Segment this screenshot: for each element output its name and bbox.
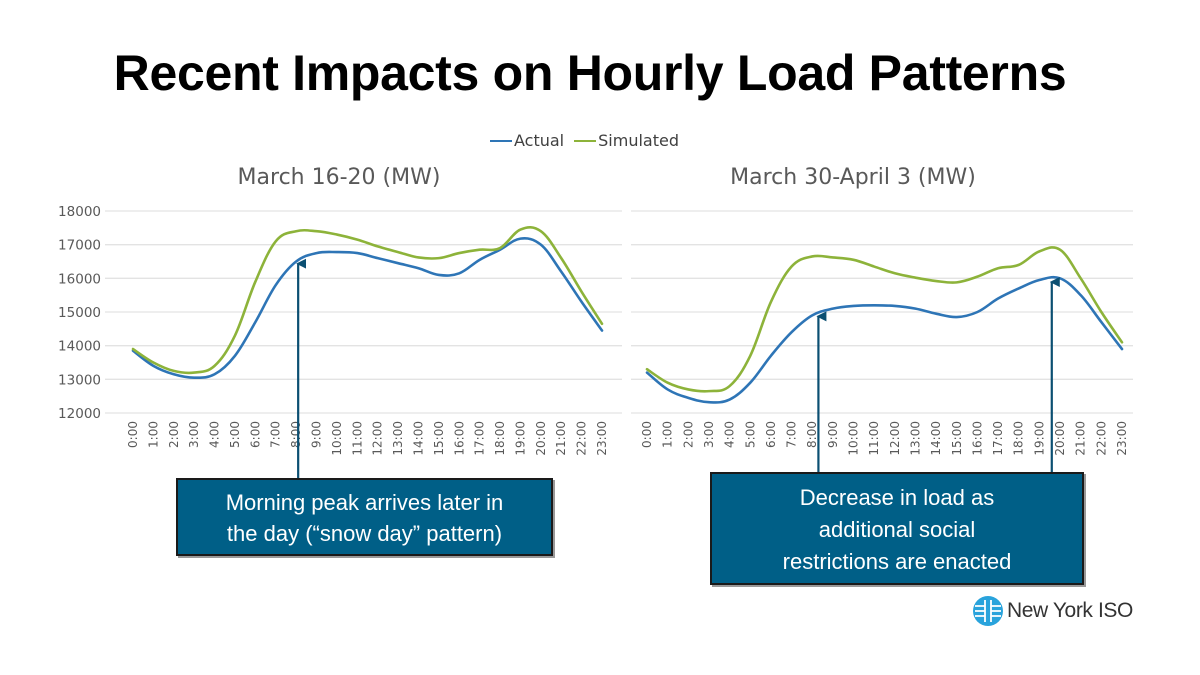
x-tick-label: 16:00 xyxy=(970,421,984,456)
x-tick-label: 0:00 xyxy=(640,421,654,448)
legend-swatch-simulated xyxy=(574,139,597,142)
x-tick-label: 19:00 xyxy=(1032,421,1046,456)
x-tick-label: 7:00 xyxy=(785,421,799,448)
x-tick-label: 23:00 xyxy=(595,421,609,456)
gridlines xyxy=(105,210,622,414)
x-tick-label: 18:00 xyxy=(493,421,507,456)
chart-title: March 16-20 (MW) xyxy=(238,165,441,190)
x-tick-label: 22:00 xyxy=(575,421,589,456)
callout-line: additional social xyxy=(818,517,976,542)
x-tick-label: 17:00 xyxy=(473,421,487,456)
legend-item-simulated: Simulated xyxy=(574,131,679,150)
x-tick-label: 4:00 xyxy=(723,421,737,448)
x-tick-label: 18:00 xyxy=(1012,421,1026,456)
x-tick-label: 16:00 xyxy=(452,421,466,456)
legend-label-simulated: Simulated xyxy=(598,131,679,150)
series-lines xyxy=(131,225,604,379)
callout-line: Decrease in load as xyxy=(799,485,995,510)
x-tick-label: 19:00 xyxy=(513,421,527,456)
callout-line: restrictions are enacted xyxy=(782,549,1012,574)
legend-swatch-actual xyxy=(490,139,512,142)
chart-title: March 30-April 3 (MW) xyxy=(730,165,976,190)
x-tick-label: 5:00 xyxy=(228,421,242,448)
x-tick-label: 13:00 xyxy=(908,421,922,456)
x-tick-label: 14:00 xyxy=(411,421,425,456)
x-tick-label: 8:00 xyxy=(805,421,819,448)
x-tick-label: 11:00 xyxy=(350,421,364,456)
x-tick-label: 10:00 xyxy=(847,421,861,456)
x-tick-label: 12:00 xyxy=(888,421,902,456)
x-tick-label: 20:00 xyxy=(1053,421,1067,456)
x-tick-label: 8:00 xyxy=(289,421,303,448)
callout-arrows xyxy=(296,258,1060,478)
x-tick-label: 3:00 xyxy=(187,421,201,448)
y-tick-label: 13000 xyxy=(58,372,101,388)
x-tick-label: 2:00 xyxy=(167,421,181,448)
series-lines xyxy=(645,246,1124,404)
y-tick-label: 12000 xyxy=(58,406,101,422)
x-tick-label: 15:00 xyxy=(950,421,964,456)
x-tick-label: 6:00 xyxy=(764,421,778,448)
y-tick-label: 15000 xyxy=(58,305,101,321)
callout-snow-day-pattern: Morning peak arrives later in the day (“… xyxy=(176,478,553,556)
y-tick-label: 17000 xyxy=(58,238,101,254)
x-tick-label: 15:00 xyxy=(432,421,446,456)
gridlines xyxy=(631,210,1133,414)
x-tick-label: 9:00 xyxy=(310,421,324,448)
chart-march-30-april-3: March 30-April 3 (MW) 0:00 1:00 2:00 3:00 4:… xyxy=(631,165,1133,456)
x-tick-label: 20:00 xyxy=(534,421,548,456)
y-tick-label: 18000 xyxy=(58,204,101,220)
x-tick-label: 1:00 xyxy=(661,421,675,448)
x-tick-label: 2:00 xyxy=(681,421,695,448)
x-tick-label: 21:00 xyxy=(554,421,568,456)
chart-march-16-20: March 16-20 (MW) 18000 17000 16000 15000 140… xyxy=(58,165,622,456)
x-tick-labels: 0:00 1:00 2:00 3:00 4:00 5:00 6:00 7:00 8:00 9:00… xyxy=(640,421,1129,456)
x-tick-label: 21:00 xyxy=(1074,421,1088,456)
x-tick-label: 9:00 xyxy=(826,421,840,448)
x-tick-label: 3:00 xyxy=(702,421,716,448)
series-line-actual xyxy=(645,275,1124,404)
nyiso-globe-icon xyxy=(973,596,1003,626)
x-tick-label: 4:00 xyxy=(208,421,222,448)
legend-label-actual: Actual xyxy=(514,131,565,150)
x-tick-label: 14:00 xyxy=(929,421,943,456)
x-tick-label: 7:00 xyxy=(269,421,283,448)
x-tick-label: 6:00 xyxy=(248,421,262,448)
x-tick-label: 23:00 xyxy=(1115,421,1129,456)
logo-text: New York ISO xyxy=(1007,599,1133,622)
x-tick-label: 1:00 xyxy=(146,421,160,448)
x-tick-label: 0:00 xyxy=(126,421,140,448)
x-tick-label: 5:00 xyxy=(743,421,757,448)
y-tick-label: 16000 xyxy=(58,271,101,287)
nyiso-logo: New York ISO xyxy=(972,595,1133,627)
series-line-simulated xyxy=(645,246,1124,393)
x-tick-label: 22:00 xyxy=(1094,421,1108,456)
x-tick-labels: 0:00 1:00 2:00 3:00 4:00 5:00 6:00 7:00 8:00 9:00… xyxy=(126,421,609,456)
x-tick-label: 11:00 xyxy=(867,421,881,456)
y-tick-label: 14000 xyxy=(58,339,101,355)
callout-line: the day (“snow day” pattern) xyxy=(226,521,503,546)
callout-line: Morning peak arrives later in xyxy=(225,490,504,515)
slide-title: Recent Impacts on Hourly Load Patterns xyxy=(113,45,1067,101)
y-tick-labels: 18000 17000 16000 15000 14000 13000 12000 xyxy=(58,204,101,422)
chart-legend: Actual Simulated xyxy=(490,131,689,150)
x-tick-label: 17:00 xyxy=(991,421,1005,456)
series-line-simulated xyxy=(131,225,604,375)
x-tick-label: 13:00 xyxy=(391,421,405,456)
x-tick-label: 10:00 xyxy=(330,421,344,456)
series-line-actual xyxy=(131,237,604,379)
x-tick-label: 12:00 xyxy=(371,421,385,456)
callout-social-restrictions: Decrease in load as additional social re… xyxy=(710,472,1084,585)
legend-item-actual: Actual xyxy=(490,131,564,150)
